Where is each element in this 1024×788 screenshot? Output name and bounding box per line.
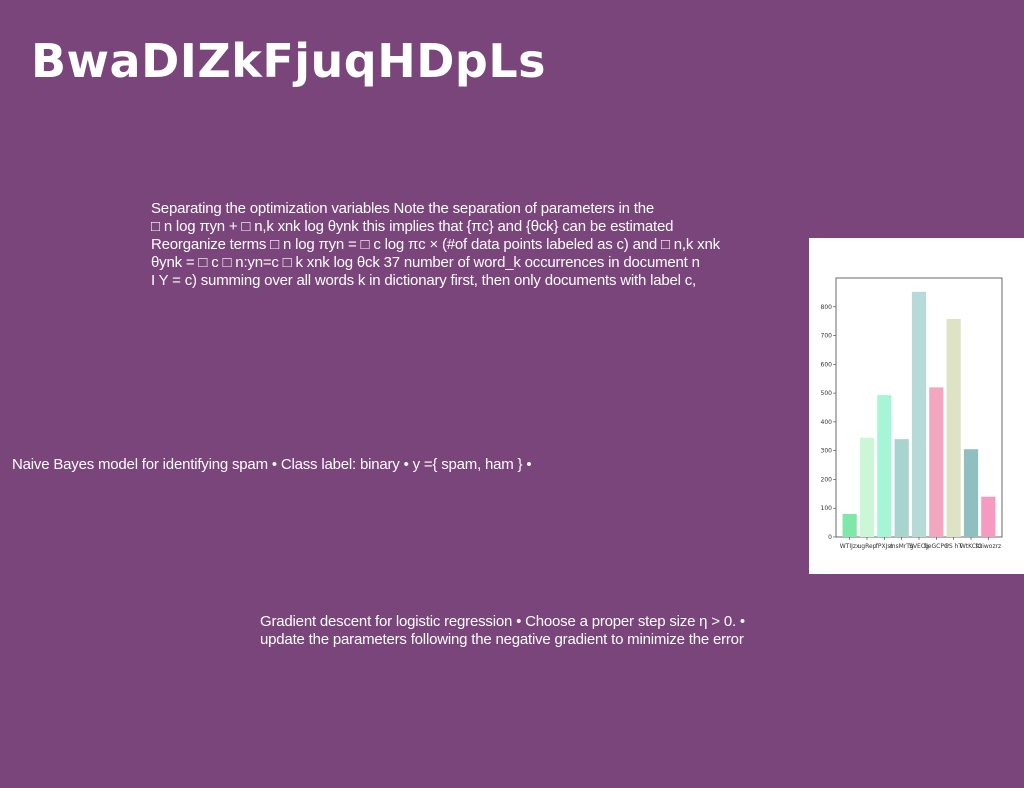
x-tick-label: WtKCsz	[960, 543, 982, 550]
bar-SVECq	[911, 291, 927, 537]
bar-chart-image: 0 100 200 300 400 500 600 700 800 WTIJzx ugRep fPXJ…	[809, 238, 1024, 574]
paragraph-gradient-descent: Gradient descent for logistic regression…	[260, 613, 745, 649]
bar-fPXJst	[877, 395, 892, 537]
y-tick-label: 100	[821, 505, 833, 512]
y-tick-label: 500	[821, 390, 833, 397]
y-tick-label: 700	[821, 333, 833, 340]
x-tick-label: fjeGCPG	[924, 543, 949, 550]
x-tick-label: fGiwozrz	[975, 543, 1001, 550]
paragraph-line: I Y = c) summing over all words k in dic…	[151, 272, 697, 289]
bar-PS hT	[946, 318, 961, 537]
bar-WtKCsz	[963, 449, 979, 537]
bar-fjeGCPG	[929, 387, 944, 537]
bar-fGiwozrz	[981, 496, 996, 537]
paragraph-naive-bayes: Naive Bayes model for identifying spam •…	[12, 456, 532, 474]
y-tick-label: 400	[821, 419, 833, 426]
y-tick-label: 300	[821, 448, 833, 455]
paragraph-line: Reorganize terms □ n log πyn = □ c log π…	[151, 236, 720, 253]
paragraph-optimization: Separating the optimization variables No…	[151, 200, 720, 290]
bar-ugRep	[859, 437, 875, 537]
paragraph-line: Naive Bayes model for identifying spam •…	[12, 456, 532, 473]
x-tick-label: WTIJzx	[840, 543, 860, 550]
paragraph-line: □ n log πyn + □ n,k xnk log θynk this im…	[151, 218, 674, 235]
paragraph-line: Separating the optimization variables No…	[151, 200, 655, 217]
bar-WTIJzx	[842, 513, 857, 537]
x-tick-label: PS hT	[945, 543, 962, 550]
bar-msMrTg	[894, 439, 909, 537]
y-tick-label: 0	[828, 534, 832, 541]
slide-title: BwaDIZkFjuqHDpLs	[31, 34, 547, 88]
x-tick-label: msMrTg	[890, 543, 914, 550]
y-tick-label: 600	[821, 361, 833, 368]
paragraph-line: θynk = □ c □ n:yn=c □ k xnk log θck 37 n…	[151, 254, 700, 271]
x-tick-label: fPXJst	[876, 543, 894, 550]
y-tick-label: 800	[821, 304, 833, 311]
paragraph-line: update the parameters following the nega…	[260, 631, 744, 648]
x-tick-label: ugRep	[857, 543, 876, 550]
x-tick-label: SVECq	[909, 543, 929, 550]
y-tick-label: 200	[821, 476, 833, 483]
paragraph-line: Gradient descent for logistic regression…	[260, 613, 745, 630]
